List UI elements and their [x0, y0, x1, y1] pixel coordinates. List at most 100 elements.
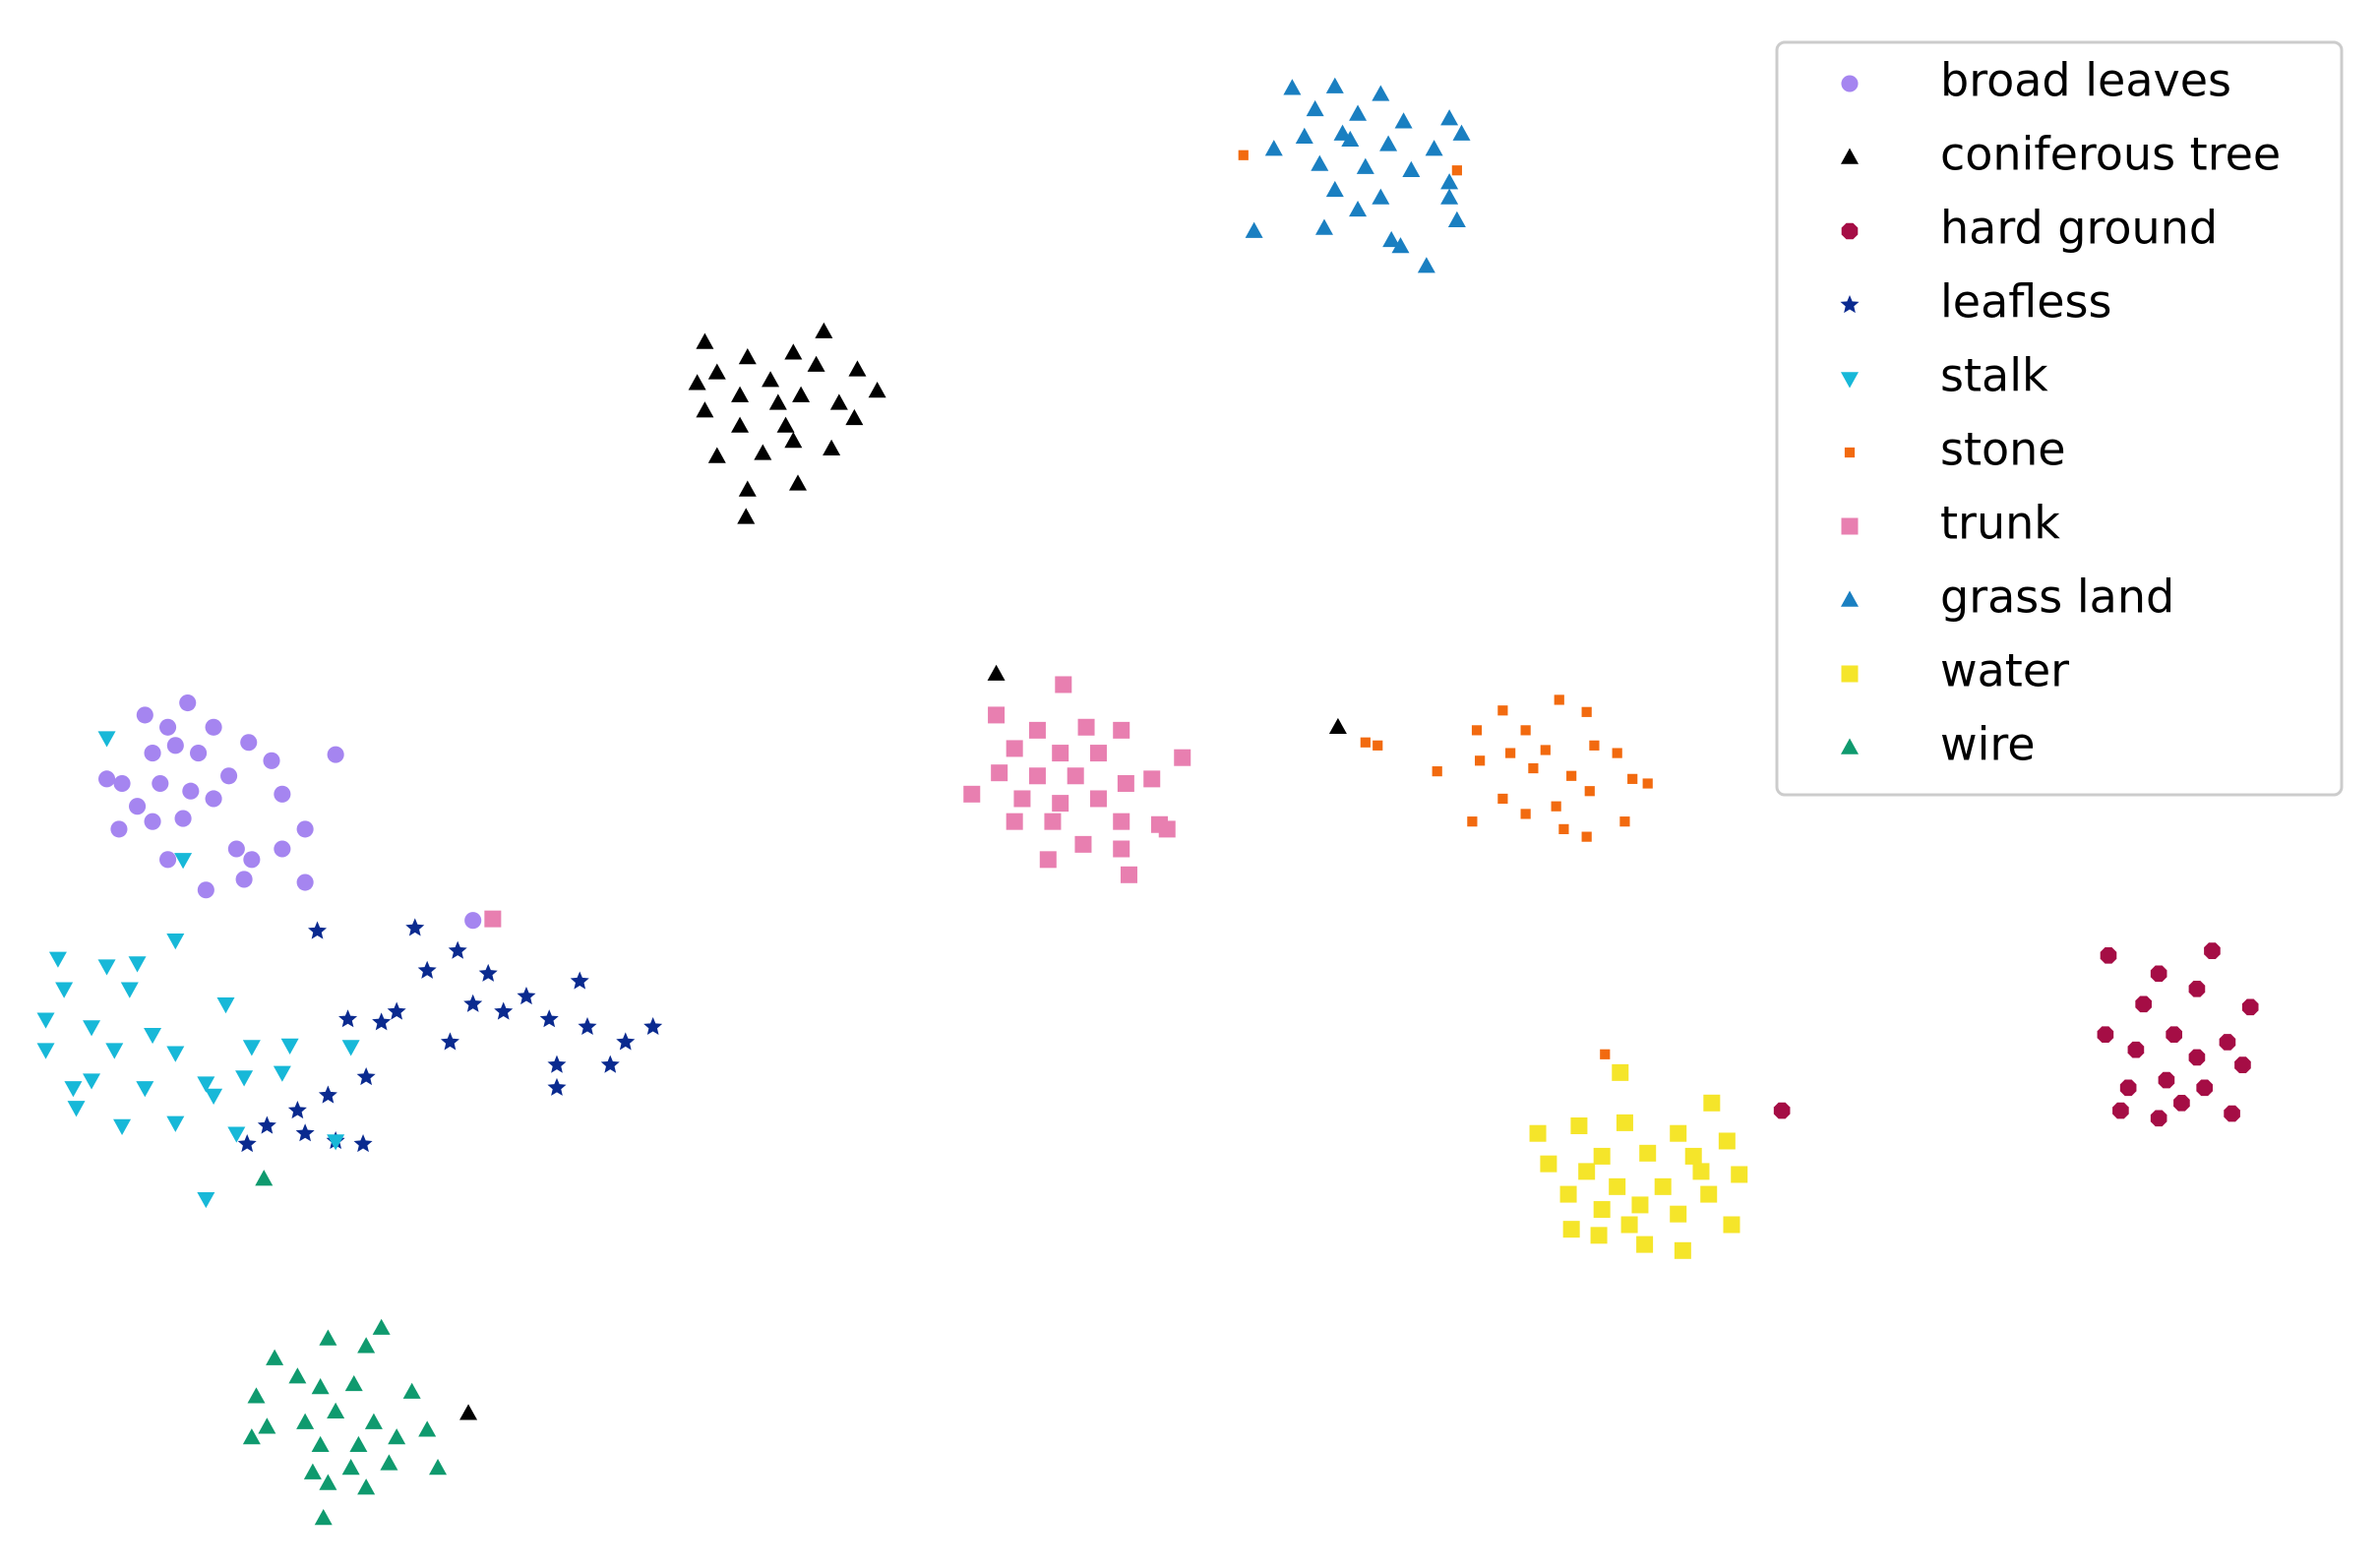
point — [296, 820, 314, 838]
point — [688, 374, 706, 391]
point — [1692, 1163, 1710, 1180]
point — [1590, 1227, 1608, 1244]
legend-box — [1775, 40, 2344, 797]
point — [1703, 1094, 1721, 1112]
point — [327, 1134, 345, 1151]
point — [227, 840, 245, 858]
point — [1113, 840, 1130, 858]
point — [67, 1101, 86, 1117]
point — [1325, 77, 1344, 93]
point — [190, 745, 208, 762]
legend-marker — [1841, 75, 1859, 92]
point — [1612, 1063, 1629, 1081]
point — [440, 1032, 459, 1051]
point — [36, 1012, 55, 1029]
point — [1505, 748, 1516, 758]
point — [2100, 946, 2117, 964]
point — [2119, 1079, 2137, 1097]
series — [1245, 77, 1471, 273]
point — [1467, 816, 1478, 827]
point — [1684, 1147, 1702, 1165]
point — [1581, 706, 1592, 717]
point — [144, 745, 161, 762]
point — [1497, 705, 1508, 716]
point — [815, 322, 833, 338]
legend-label: hard ground — [1940, 202, 2218, 255]
point — [243, 851, 261, 869]
point — [1631, 1196, 1649, 1214]
series — [484, 676, 1191, 928]
point — [738, 480, 757, 497]
point — [242, 1040, 261, 1056]
point — [539, 1009, 559, 1028]
series — [459, 322, 1347, 1420]
point — [1593, 1147, 1611, 1165]
point — [287, 1101, 307, 1119]
point — [1528, 762, 1539, 774]
point — [1306, 99, 1324, 117]
point — [1264, 140, 1283, 156]
point — [1360, 737, 1371, 748]
legend-marker — [1841, 148, 1859, 164]
point — [1333, 124, 1352, 141]
point — [295, 1123, 315, 1142]
point — [2150, 1110, 2167, 1127]
point — [327, 1402, 345, 1418]
point — [308, 921, 328, 939]
point — [1028, 721, 1046, 739]
point — [1425, 140, 1443, 156]
point — [2097, 1026, 2114, 1043]
point — [829, 393, 848, 410]
point — [235, 871, 253, 888]
point — [1372, 85, 1390, 101]
point — [83, 1073, 101, 1090]
point — [1700, 1185, 1718, 1203]
point — [1432, 766, 1442, 777]
point — [1471, 725, 1483, 736]
point — [1349, 104, 1368, 121]
point — [707, 363, 726, 380]
legend-marker — [1841, 372, 1859, 389]
point — [296, 1413, 315, 1429]
point — [273, 1065, 291, 1082]
point — [1620, 1216, 1638, 1234]
point — [1349, 200, 1368, 217]
point — [266, 1349, 284, 1365]
point — [578, 1016, 597, 1036]
point — [338, 1009, 358, 1028]
point — [341, 1459, 360, 1476]
point — [240, 734, 258, 752]
point — [762, 371, 780, 388]
series — [1773, 942, 2259, 1127]
point — [1052, 795, 1069, 813]
point — [1674, 1241, 1691, 1259]
point — [144, 1027, 162, 1045]
point — [776, 416, 795, 433]
legend-label: water — [1940, 644, 2069, 697]
point — [1559, 1185, 1577, 1203]
point — [55, 982, 74, 998]
point — [296, 874, 314, 891]
point — [1382, 230, 1401, 248]
point — [1052, 745, 1069, 762]
point — [1529, 1124, 1547, 1142]
point — [2112, 1102, 2129, 1119]
point — [1314, 218, 1333, 235]
point — [197, 1191, 215, 1209]
point — [868, 382, 886, 398]
point — [280, 1038, 299, 1055]
point — [1394, 112, 1413, 129]
point — [353, 1134, 373, 1153]
point — [1325, 180, 1344, 198]
point — [327, 746, 344, 763]
point — [418, 1420, 437, 1437]
point — [83, 1020, 101, 1037]
point — [1238, 150, 1249, 160]
point — [1356, 157, 1374, 174]
point — [696, 401, 714, 418]
point — [364, 1413, 383, 1429]
point — [288, 1367, 307, 1384]
point — [387, 1001, 406, 1020]
point — [1417, 257, 1435, 273]
point — [2234, 1056, 2251, 1073]
